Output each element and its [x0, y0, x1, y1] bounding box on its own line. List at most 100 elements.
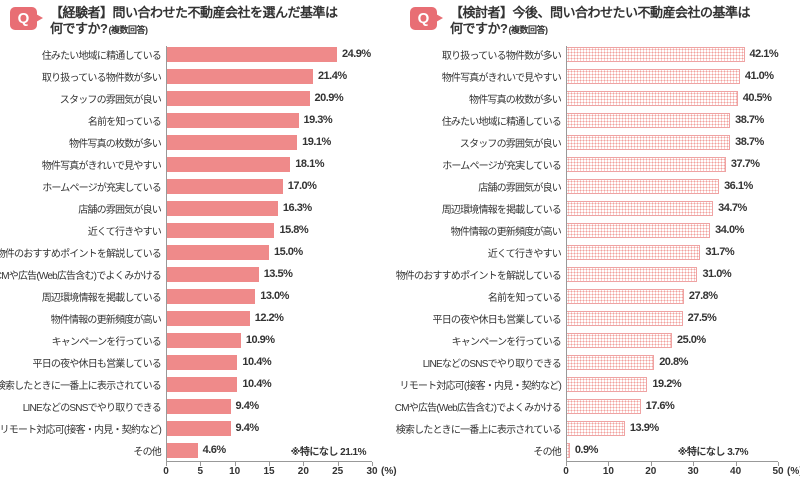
bar-track: 42.1%	[566, 46, 779, 62]
bar-track: 17.6%	[566, 398, 778, 414]
bar-label-text: 取り扱っている物件数が多い	[41, 72, 162, 84]
bar-row: 物件情報の更新頻度が高い 12.2%	[0, 307, 400, 329]
bar-value: 41.0%	[744, 70, 774, 82]
bar-value: 37.7%	[730, 158, 760, 170]
bar-label-text: 住みたい地域に精通している	[41, 50, 162, 62]
bar-label-text: 名前を知っている	[487, 292, 562, 304]
x-axis-tick	[303, 462, 305, 466]
bar-label: その他	[400, 443, 566, 458]
bar	[566, 68, 740, 84]
bar-row: CMや広告(Web広告含む)でよくみかける 13.5%	[0, 263, 400, 285]
bar-track: 21.4%	[166, 68, 372, 84]
bar-value: 13.9%	[629, 422, 659, 434]
bar-track: 13.0%	[166, 288, 372, 304]
bar-row: リモート対応可(接客・内見・契約など) 9.4%	[0, 417, 400, 439]
bar	[166, 244, 269, 260]
bar	[566, 178, 720, 194]
bar-value: 34.7%	[718, 202, 747, 214]
bar	[566, 200, 714, 216]
bar-row: 物件写真がきれいで見やすい 41.0%	[400, 65, 800, 87]
bar-value: 10.4%	[242, 356, 272, 368]
bar	[166, 90, 310, 106]
bar-row: 検索したときに一番上に表示されている 10.4%	[0, 373, 400, 395]
bar-label-text: その他	[533, 446, 561, 458]
x-axis-tick-label: 20	[645, 466, 657, 477]
bar-label-text: ホームページが充実している	[42, 182, 162, 194]
bar-label-text: 住みたい地域に精通している	[441, 116, 562, 128]
bar-track: 41.0%	[566, 68, 778, 84]
x-axis-tick	[566, 462, 567, 466]
bar-row: スタッフの雰囲気が良い 20.9%	[0, 87, 400, 109]
bar-row: 近くて行きやすい 31.7%	[400, 241, 800, 263]
bar-value: 13.0%	[260, 290, 289, 302]
bar-row: 周辺環境情報を掲載している 13.0%	[0, 285, 400, 307]
bar-value: 21.4%	[317, 70, 347, 82]
bar-label-text: 名前を知っている	[87, 116, 162, 128]
bar-value: 19.2%	[652, 378, 682, 390]
bar-track: 12.2%	[166, 310, 372, 326]
bar	[166, 266, 259, 282]
bar-label-text: 取り扱っている物件数が多い	[441, 50, 562, 62]
x-axis-tick	[650, 462, 652, 466]
bar-label-text: リモート対応可(接客・内見・契約など)	[399, 380, 562, 392]
bar-row: 名前を知っている 27.8%	[400, 285, 800, 307]
bar-value: 40.5%	[742, 92, 772, 104]
bar-value: 27.5%	[687, 312, 717, 324]
bar	[166, 178, 283, 194]
bar-row: 周辺環境情報を掲載している 34.7%	[400, 197, 800, 219]
bar-label: ホームページが充実している	[0, 179, 166, 194]
bar	[566, 332, 672, 348]
bar-value: 24.9%	[341, 48, 371, 60]
x-axis: 0 5 10 15 20 25 30 (%)	[163, 461, 397, 480]
x-axis-tick	[166, 462, 167, 466]
bar-value: 25.0%	[677, 334, 706, 346]
bar	[566, 222, 711, 238]
bar-row: 平日の夜や休日も営業している 10.4%	[0, 351, 400, 373]
bar-value: 18.1%	[295, 158, 324, 170]
bar-row: 住みたい地域に精通している 24.9%	[0, 43, 400, 65]
bar-value: 4.6%	[202, 444, 227, 456]
bar-label-text: 物件情報の更新頻度が高い	[450, 226, 562, 238]
bar	[166, 112, 299, 128]
bar-value: 27.8%	[688, 290, 718, 302]
bar-label: 取り扱っている物件数が多い	[0, 69, 166, 84]
bar-label-text: 近くて行きやすい	[487, 248, 562, 260]
bar-row: 取り扱っている物件数が多い 42.1%	[400, 43, 800, 65]
bar-label-text: 物件写真がきれいで見やすい	[41, 160, 162, 172]
x-axis-tick	[778, 462, 779, 466]
bar-label: 店舗の雰囲気が良い	[0, 201, 166, 216]
x-axis-tick-label: 5	[197, 466, 204, 477]
x-axis-tick-label: 15	[263, 466, 275, 477]
x-axis-tick-label: 10	[229, 466, 241, 477]
bar-label-text: CMや広告(Web広告含む)でよくみかける	[394, 402, 562, 414]
footnote: ※特になし 21.1%	[290, 447, 367, 458]
bar-label-text: 検索したときに一番上に表示されている	[0, 380, 162, 392]
bar-label: LINEなどのSNSでやり取りできる	[0, 399, 166, 414]
bar-label-text: キャンペーンを行っている	[451, 336, 562, 348]
bar-value: 17.0%	[287, 180, 317, 192]
question-badge-icon: Q	[410, 7, 443, 30]
bar-label: 検索したときに一番上に表示されている	[0, 377, 166, 392]
bar-value: 10.9%	[245, 334, 275, 346]
bar-label-text: 店舗の雰囲気が良い	[478, 182, 562, 194]
bar-label-text: 物件のおすすめポイントを解説している	[395, 270, 562, 282]
bar	[166, 398, 231, 414]
bar-track: 19.1%	[166, 134, 372, 150]
bar-label: CMや広告(Web広告含む)でよくみかける	[395, 399, 566, 414]
bar	[166, 442, 198, 458]
x-axis-tick-label: 10	[602, 466, 614, 477]
bar	[166, 222, 275, 238]
bar-row: 住みたい地域に精通している 38.7%	[400, 109, 800, 131]
bar-row: ホームページが充実している 17.0%	[0, 175, 400, 197]
bar	[566, 310, 683, 326]
bar-label-text: 周辺環境情報を掲載している	[441, 204, 562, 216]
bar-label: 店舗の雰囲気が良い	[400, 179, 566, 194]
bar-label: キャンペーンを行っている	[400, 333, 566, 348]
bar-value: 16.3%	[282, 202, 312, 214]
chart-title-line1: 【経験者】問い合わせた不動産会社を選んだ基準は	[50, 5, 338, 20]
bar-rows: 住みたい地域に精通している 24.9% 取り扱っている物件数が多い 21.4% スタッフ…	[0, 43, 400, 461]
x-axis-tick	[200, 462, 202, 466]
x-axis-tick-label: 20	[297, 466, 309, 477]
bar-value: 9.4%	[235, 422, 260, 434]
